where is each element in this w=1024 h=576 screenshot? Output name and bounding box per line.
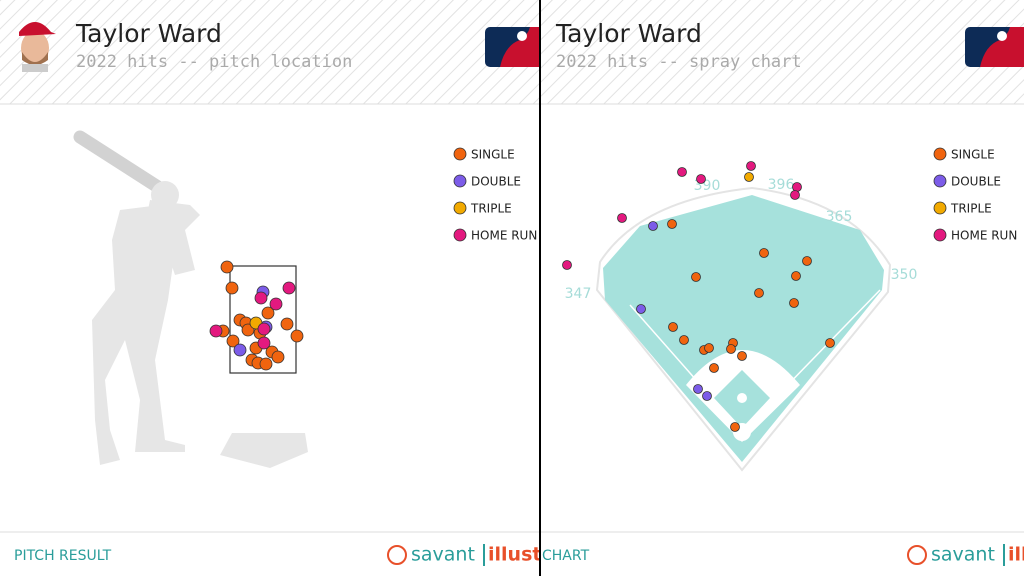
brand-sep <box>1003 544 1005 566</box>
hit-point <box>254 291 268 305</box>
hit-point <box>209 324 223 338</box>
hit-point <box>636 304 646 314</box>
panel: Taylor Ward 2022 hits -- pitch location PI… <box>14 19 564 566</box>
legend-swatch <box>453 201 467 215</box>
hit-point <box>280 317 294 331</box>
player-name: Taylor Ward <box>75 19 222 48</box>
hit-point <box>562 260 572 270</box>
hit-point <box>791 271 801 281</box>
hit-point <box>269 297 283 311</box>
legend-swatch <box>933 174 947 188</box>
footer-label: CHART <box>542 548 590 564</box>
hit-point <box>737 351 747 361</box>
hit-point <box>730 422 740 432</box>
legend-swatch <box>453 174 467 188</box>
brand-illustra: illustra <box>1008 544 1024 566</box>
hit-point <box>226 334 240 348</box>
legend-label: TRIPLE <box>470 202 512 216</box>
hit-point <box>744 172 754 182</box>
legend-label: SINGLE <box>471 148 515 162</box>
legend-swatch <box>453 228 467 242</box>
strike-zone <box>229 265 297 374</box>
subtitle: 2022 hits -- spray chart <box>556 52 802 72</box>
mlb-logo <box>485 27 539 67</box>
hit-point <box>668 322 678 332</box>
hit-point <box>789 298 799 308</box>
distance-label: 365 <box>826 209 853 225</box>
legend-label: DOUBLE <box>951 175 1001 189</box>
brand-illustra: illustra <box>488 544 564 566</box>
hit-point <box>792 182 802 192</box>
hit-point <box>746 161 756 171</box>
legend-label: HOME RUN <box>951 229 1017 243</box>
distance-label: 347 <box>565 286 592 302</box>
hit-point <box>704 343 714 353</box>
field <box>595 186 892 472</box>
headshot <box>19 22 56 72</box>
hit-point <box>220 260 234 274</box>
legend-label: SINGLE <box>951 148 995 162</box>
hit-point <box>261 306 275 320</box>
legend-label: HOME RUN <box>471 229 537 243</box>
hit-point <box>691 272 701 282</box>
legend-swatch <box>933 201 947 215</box>
legend-swatch <box>933 228 947 242</box>
legend-swatch <box>453 147 467 161</box>
legend-swatch <box>933 147 947 161</box>
panel: Taylor Ward 2022 hits -- spray chart CHART… <box>542 19 1024 566</box>
hit-point <box>617 213 627 223</box>
hit-point <box>290 329 304 343</box>
home-plate <box>220 433 308 468</box>
distance-label: 396 <box>768 177 795 193</box>
divider <box>539 0 541 576</box>
hit-point <box>825 338 835 348</box>
brand-icon <box>387 545 407 565</box>
hit-point <box>257 322 271 336</box>
brand-icon <box>907 545 927 565</box>
brand-savant: savant <box>411 544 475 566</box>
hit-point <box>233 343 247 357</box>
mlb-logo <box>965 27 1024 67</box>
brand-savant: savant <box>931 544 995 566</box>
hit-point <box>696 174 706 184</box>
batter-silhouette <box>73 130 200 465</box>
hit-point <box>241 323 255 337</box>
brand-sep <box>483 544 485 566</box>
hit-point <box>271 350 285 364</box>
hit-point <box>726 344 736 354</box>
hit-point <box>677 167 687 177</box>
hit-point <box>693 384 703 394</box>
subtitle: 2022 hits -- pitch location <box>76 52 352 72</box>
hit-point <box>259 357 273 371</box>
hit-point <box>257 336 271 350</box>
hit-point <box>667 219 677 229</box>
player-name: Taylor Ward <box>555 19 702 48</box>
hit-point <box>790 190 800 200</box>
hit-point <box>225 281 239 295</box>
hit-point <box>754 288 764 298</box>
footer-label: PITCH RESULT <box>14 548 112 564</box>
hit-point <box>282 281 296 295</box>
legend-label: DOUBLE <box>471 175 521 189</box>
hit-point <box>759 248 769 258</box>
hit-point <box>648 221 658 231</box>
hit-point <box>709 363 719 373</box>
legend-label: TRIPLE <box>950 202 992 216</box>
hit-point <box>802 256 812 266</box>
hit-point <box>679 335 689 345</box>
distance-label: 350 <box>891 267 918 283</box>
hit-point <box>702 391 712 401</box>
